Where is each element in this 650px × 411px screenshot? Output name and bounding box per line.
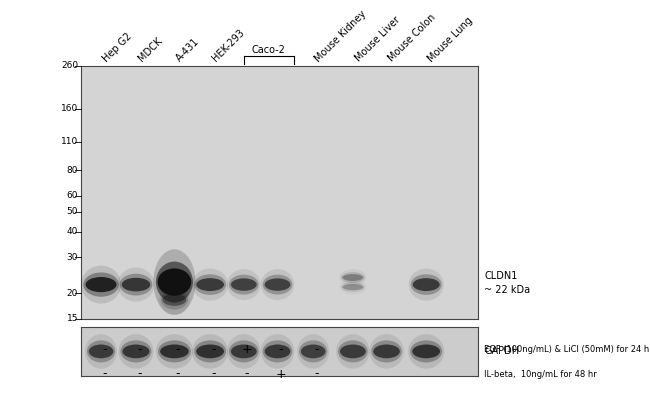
Ellipse shape xyxy=(192,268,228,301)
Ellipse shape xyxy=(299,340,328,363)
Ellipse shape xyxy=(343,274,363,281)
Text: Hep G2: Hep G2 xyxy=(101,31,134,64)
Ellipse shape xyxy=(261,269,294,300)
Ellipse shape xyxy=(118,334,153,369)
Text: GAPDH: GAPDH xyxy=(484,346,519,356)
Text: 30: 30 xyxy=(66,253,78,262)
Ellipse shape xyxy=(263,340,292,363)
Ellipse shape xyxy=(160,344,188,358)
Ellipse shape xyxy=(231,344,257,358)
Ellipse shape xyxy=(120,340,151,363)
Text: +: + xyxy=(242,343,252,356)
Ellipse shape xyxy=(81,266,121,304)
Text: -: - xyxy=(102,367,107,381)
Text: +: + xyxy=(276,367,286,381)
Text: 15: 15 xyxy=(66,314,78,323)
Text: -: - xyxy=(314,367,318,381)
Ellipse shape xyxy=(410,340,442,363)
Ellipse shape xyxy=(341,282,365,292)
Ellipse shape xyxy=(83,272,119,297)
Ellipse shape xyxy=(408,334,444,369)
Text: -: - xyxy=(102,343,107,356)
Ellipse shape xyxy=(194,274,226,295)
Ellipse shape xyxy=(263,275,292,295)
Text: 20: 20 xyxy=(66,289,78,298)
Text: -: - xyxy=(176,367,180,381)
Ellipse shape xyxy=(265,344,291,358)
Text: IL-beta,  10ng/mL for 48 hr: IL-beta, 10ng/mL for 48 hr xyxy=(484,369,597,379)
Text: -: - xyxy=(137,343,142,356)
Ellipse shape xyxy=(87,340,115,363)
Ellipse shape xyxy=(158,340,191,363)
Ellipse shape xyxy=(122,344,150,358)
Ellipse shape xyxy=(196,344,224,358)
Text: EGF (100ng/mL) & LiCl (50mM) for 24 hr: EGF (100ng/mL) & LiCl (50mM) for 24 hr xyxy=(484,345,650,354)
Text: Mouse Lung: Mouse Lung xyxy=(426,15,475,64)
Text: -: - xyxy=(314,343,318,356)
Text: A-431: A-431 xyxy=(174,37,202,64)
Ellipse shape xyxy=(409,268,444,301)
Ellipse shape xyxy=(369,334,404,369)
Text: -: - xyxy=(245,367,250,381)
Ellipse shape xyxy=(338,340,368,363)
Ellipse shape xyxy=(340,344,366,358)
Ellipse shape xyxy=(371,340,402,363)
Ellipse shape xyxy=(194,340,226,363)
Text: 160: 160 xyxy=(60,104,78,113)
Ellipse shape xyxy=(412,344,440,358)
Ellipse shape xyxy=(120,274,152,296)
Ellipse shape xyxy=(231,278,257,291)
Text: 50: 50 xyxy=(66,207,78,216)
Text: 60: 60 xyxy=(66,191,78,200)
Ellipse shape xyxy=(156,334,193,369)
Text: -: - xyxy=(137,367,142,381)
Text: CLDN1
~ 22 kDa: CLDN1 ~ 22 kDa xyxy=(484,270,530,295)
Text: MDCK: MDCK xyxy=(136,36,164,64)
Ellipse shape xyxy=(86,277,116,292)
Ellipse shape xyxy=(297,334,329,369)
Ellipse shape xyxy=(196,278,224,291)
Text: -: - xyxy=(211,343,216,356)
Text: -: - xyxy=(278,343,283,356)
Ellipse shape xyxy=(118,268,155,302)
Ellipse shape xyxy=(265,278,291,291)
Text: Mouse Liver: Mouse Liver xyxy=(353,15,402,64)
Text: Mouse Kidney: Mouse Kidney xyxy=(313,9,369,64)
Text: 260: 260 xyxy=(61,61,78,70)
Ellipse shape xyxy=(85,334,117,369)
Ellipse shape xyxy=(229,275,259,295)
Ellipse shape xyxy=(157,268,191,296)
Text: -: - xyxy=(211,367,216,381)
Text: 110: 110 xyxy=(60,138,78,146)
Ellipse shape xyxy=(192,334,228,369)
Ellipse shape xyxy=(89,344,113,358)
Ellipse shape xyxy=(156,261,193,302)
Ellipse shape xyxy=(122,278,150,291)
Ellipse shape xyxy=(161,290,188,309)
Text: 40: 40 xyxy=(66,227,78,236)
Ellipse shape xyxy=(336,334,370,369)
Text: Caco-2: Caco-2 xyxy=(252,45,286,55)
Ellipse shape xyxy=(229,340,259,363)
Ellipse shape xyxy=(341,272,365,283)
Ellipse shape xyxy=(162,294,187,306)
Ellipse shape xyxy=(227,269,261,300)
Ellipse shape xyxy=(343,284,363,290)
Ellipse shape xyxy=(261,334,294,369)
Ellipse shape xyxy=(373,344,400,358)
Text: -: - xyxy=(176,343,180,356)
Ellipse shape xyxy=(301,344,326,358)
Ellipse shape xyxy=(411,274,442,295)
Text: HEK-293: HEK-293 xyxy=(210,28,246,64)
Text: Mouse Colon: Mouse Colon xyxy=(387,12,437,64)
Ellipse shape xyxy=(153,249,196,315)
Ellipse shape xyxy=(227,334,261,369)
Ellipse shape xyxy=(413,278,439,291)
Text: 80: 80 xyxy=(66,166,78,175)
Ellipse shape xyxy=(159,284,190,315)
